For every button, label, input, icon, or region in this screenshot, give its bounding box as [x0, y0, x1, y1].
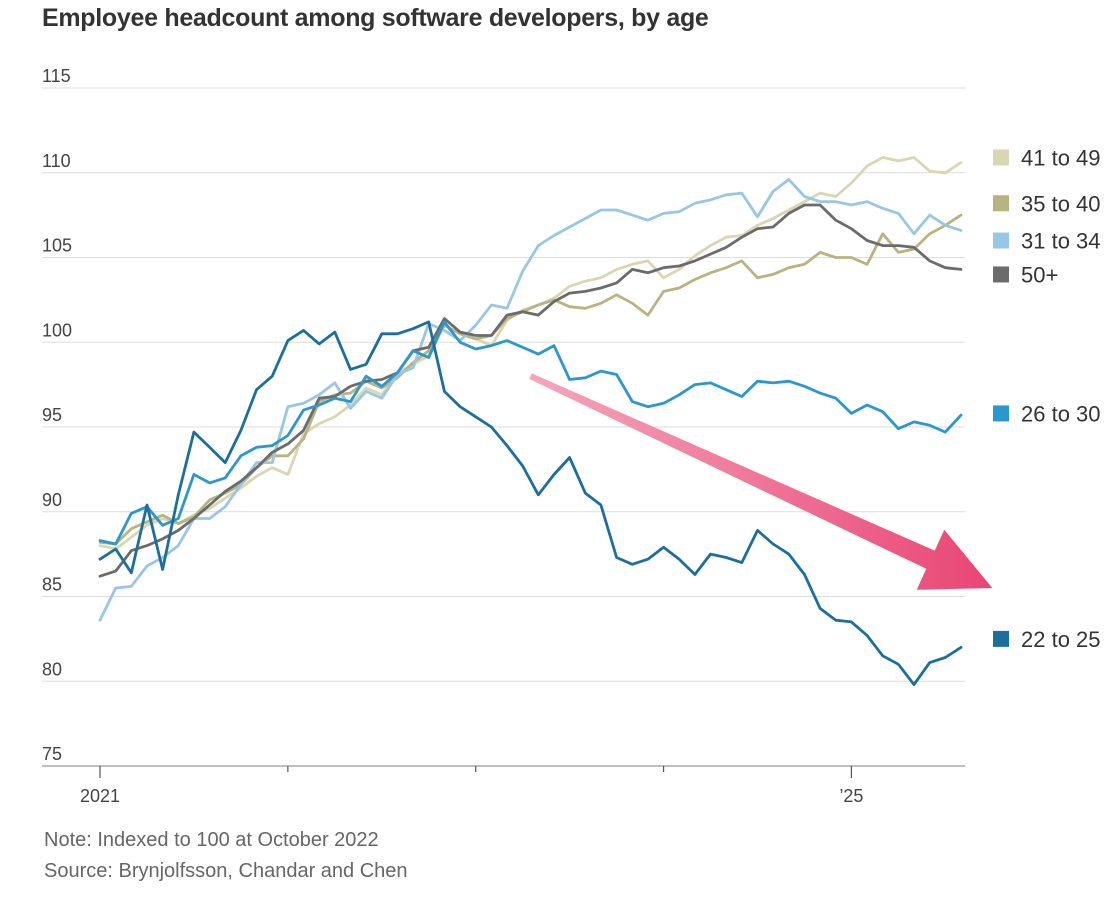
- legend-swatch-50plus: [993, 266, 1009, 283]
- y-tick-label-100: 100: [42, 320, 72, 340]
- annotations: [529, 373, 993, 590]
- y-tick-label-110: 110: [42, 151, 71, 171]
- legend-label-41-to-49: 41 to 49: [1021, 145, 1101, 170]
- chart-note: Note: Indexed to 100 at October 2022: [44, 829, 379, 851]
- series-line-31-to-34: [98, 178, 963, 622]
- trend-arrow: [529, 373, 993, 590]
- gridlines: 115 110 105 100 95 90 85 80 75: [42, 66, 965, 764]
- y-tick-label-95: 95: [42, 405, 62, 425]
- legend-swatch-22-to-25: [993, 630, 1009, 647]
- legend-label-31-to-34: 31 to 34: [1021, 229, 1101, 254]
- x-tick-label-4: ’25: [839, 786, 863, 806]
- y-tick-label-75: 75: [42, 744, 62, 764]
- series-line-50plus: [98, 203, 963, 578]
- chart-source: Source: Brynjolfsson, Chandar and Chen: [44, 860, 408, 882]
- x-tick-label-0: 2021: [80, 786, 120, 806]
- y-tick-label-85: 85: [42, 575, 62, 595]
- chart-title: Employee headcount among software develo…: [42, 4, 709, 32]
- y-tick-label-105: 105: [42, 236, 72, 256]
- series-line-26-to-30: [98, 320, 963, 546]
- y-tick-label-115: 115: [42, 66, 71, 86]
- series-lines: [98, 156, 963, 686]
- legend-swatch-26-to-30: [993, 405, 1009, 422]
- x-axis: 2021 ’25: [42, 765, 965, 806]
- y-tick-label-80: 80: [42, 659, 62, 679]
- legend-swatch-41-to-49: [993, 149, 1009, 166]
- legend-swatch-35-to-40: [993, 195, 1009, 212]
- legend-label-35-to-40: 35 to 40: [1021, 191, 1101, 216]
- y-tick-label-90: 90: [42, 490, 62, 510]
- series-line-22-to-25: [98, 320, 963, 686]
- legend: 41 to 49 35 to 40 31 to 34 50+ 26 to 30 22 to…: [993, 145, 1101, 652]
- legend-label-22-to-25: 22 to 25: [1021, 627, 1101, 652]
- legend-label-26-to-30: 26 to 30: [1021, 401, 1101, 426]
- legend-swatch-31-to-34: [993, 232, 1009, 249]
- legend-label-50plus: 50+: [1021, 262, 1058, 287]
